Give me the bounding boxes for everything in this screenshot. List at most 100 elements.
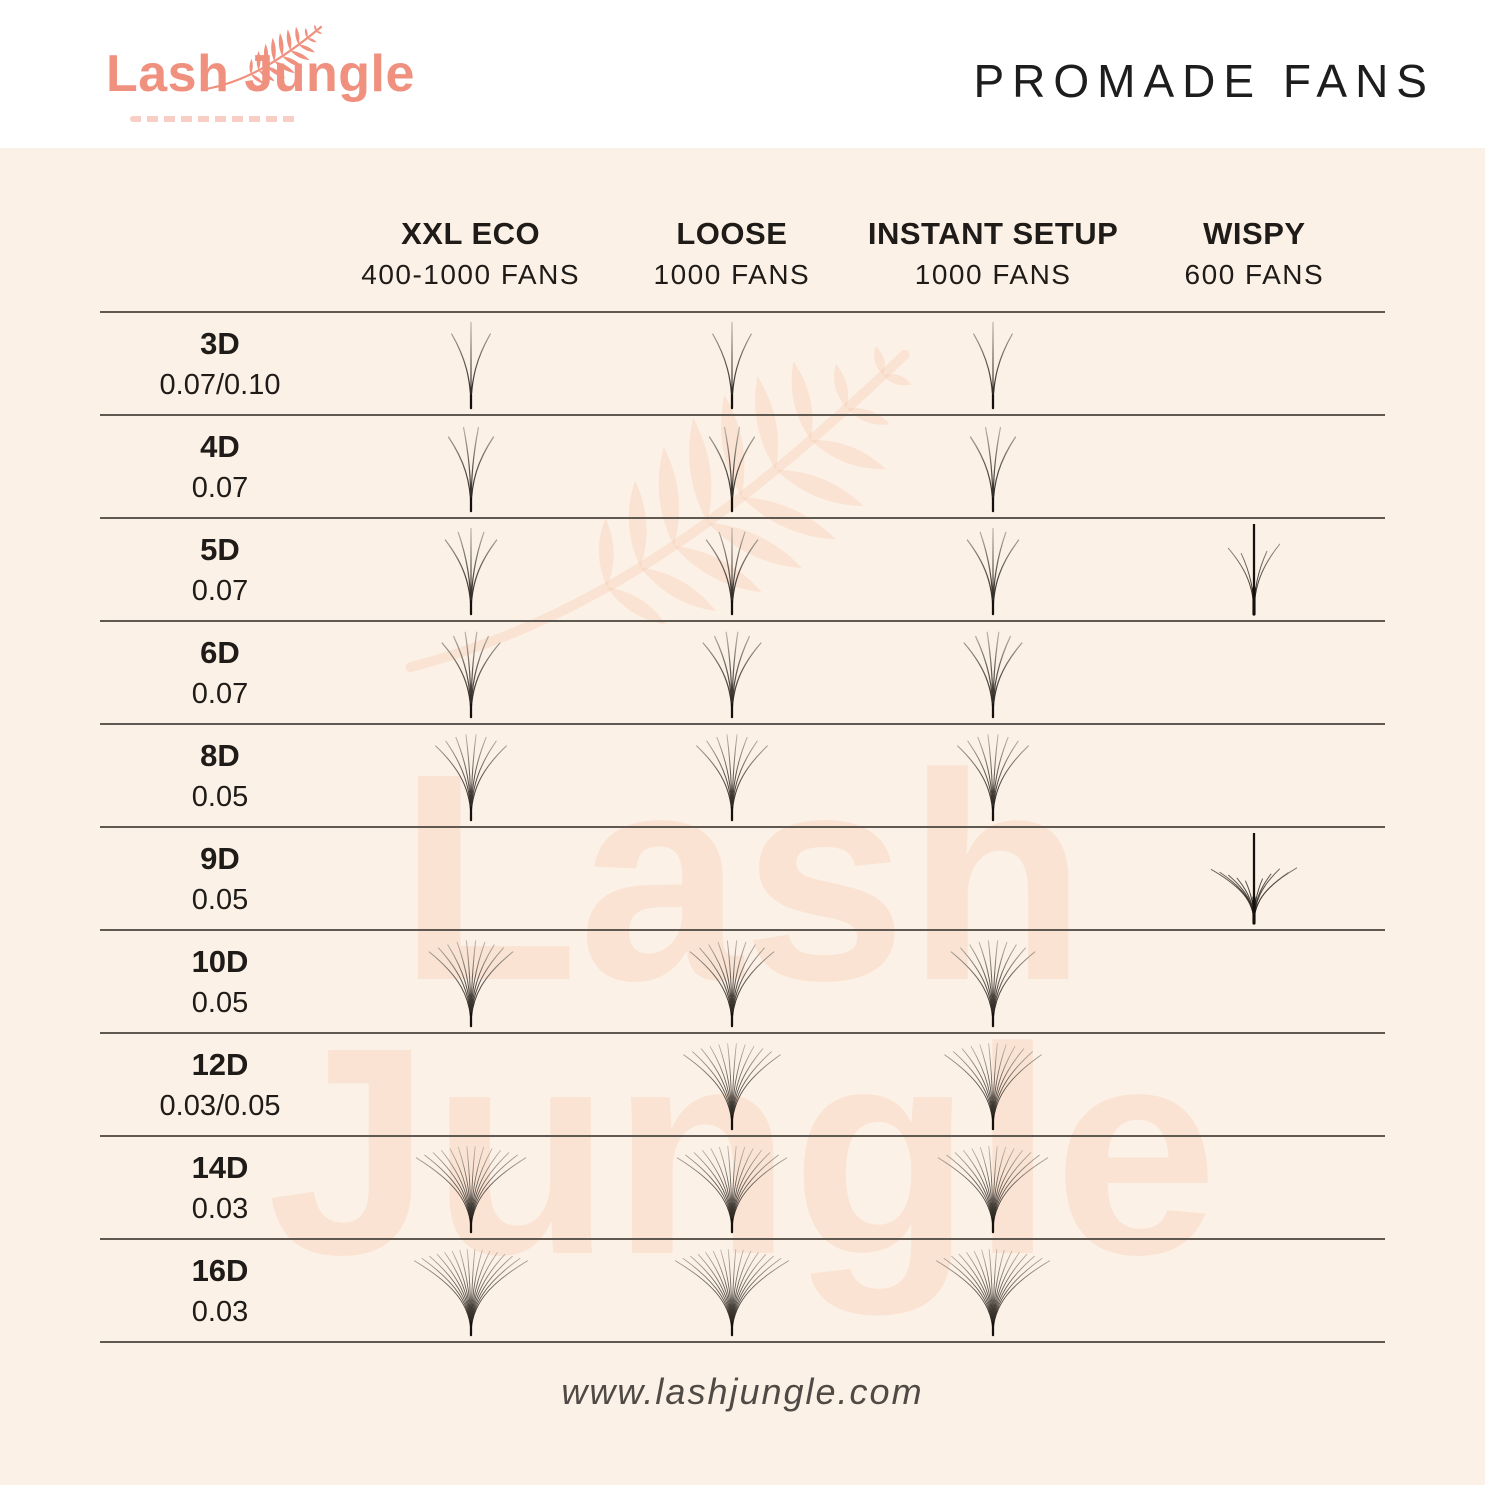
fan-cell-3d-wispy	[1124, 313, 1385, 414]
fan-cell-10d-instant-setup	[863, 931, 1124, 1032]
fan-cell-9d-instant-setup	[863, 828, 1124, 929]
fan-cell-6d-loose	[601, 622, 862, 723]
fan-cell-5d-instant-setup	[863, 519, 1124, 620]
lash-fan-illustration	[434, 734, 507, 822]
lash-fan-illustration	[447, 426, 494, 513]
lash-fan-illustration	[415, 1146, 526, 1234]
column-fan-count: 1000 FANS	[653, 259, 811, 290]
fan-cell-9d-wispy	[1124, 828, 1385, 929]
fan-cell-5d-wispy	[1124, 519, 1385, 620]
website-url: www.lashjungle.com	[561, 1371, 924, 1412]
fan-cell-6d-instant-setup	[863, 622, 1124, 723]
fan-cell-10d-wispy	[1124, 931, 1385, 1032]
row-dimension: 6D	[200, 634, 240, 670]
row-thickness: 0.07	[191, 677, 249, 710]
fan-cell-4d-wispy	[1124, 416, 1385, 517]
column-header-row: XXL ECO 400-1000 FANS LOOSE 1000 FANS IN…	[100, 216, 1385, 313]
row-dimension: 10D	[191, 943, 249, 979]
fan-cell-12d-loose	[601, 1034, 862, 1135]
lash-fan-illustration	[708, 426, 756, 513]
row-label: 16D 0.03	[100, 1240, 340, 1341]
row-label: 14D 0.03	[100, 1137, 340, 1238]
row-dimension: 14D	[191, 1149, 249, 1185]
lash-fan-illustration	[973, 321, 1014, 410]
row-thickness: 0.05	[191, 780, 249, 813]
fan-cell-10d-loose	[601, 931, 862, 1032]
table-row-16d: 16D 0.03	[100, 1240, 1385, 1343]
table-row-4d: 4D 0.07	[100, 416, 1385, 519]
row-label: 3D 0.07/0.10	[100, 313, 340, 414]
lash-fan-illustration	[413, 1249, 528, 1337]
fan-cell-14d-wispy	[1124, 1137, 1385, 1238]
row-thickness: 0.03/0.05	[159, 1089, 281, 1122]
row-label: 8D 0.05	[100, 725, 340, 826]
lash-fan-illustration	[674, 1249, 789, 1337]
fan-cell-14d-instant-setup	[863, 1137, 1124, 1238]
table-row-9d: 9D 0.05	[100, 828, 1385, 931]
table-row-3d: 3D 0.07/0.10	[100, 313, 1385, 416]
table-row-12d: 12D 0.03/0.05	[100, 1034, 1385, 1137]
row-dimension: 9D	[200, 840, 240, 876]
fan-cell-3d-loose	[601, 313, 862, 414]
page-title: PROMADE FANS	[973, 55, 1435, 107]
row-thickness: 0.03	[191, 1192, 249, 1225]
row-label: 6D 0.07	[100, 622, 340, 723]
row-dimension: 16D	[191, 1252, 249, 1288]
row-thickness: 0.03	[191, 1295, 249, 1328]
lash-fan-illustration	[936, 1249, 1051, 1337]
lash-fan-illustration	[676, 1146, 788, 1234]
column-fan-count: 400-1000 FANS	[361, 259, 580, 290]
fan-cell-12d-instant-setup	[863, 1034, 1124, 1135]
lash-fan-illustration	[689, 940, 775, 1028]
fan-cell-9d-xxl-eco	[340, 828, 601, 929]
table-row-5d: 5D 0.07	[100, 519, 1385, 622]
fan-cell-4d-instant-setup	[863, 416, 1124, 517]
lash-fan-illustration	[705, 527, 759, 616]
fan-cell-3d-xxl-eco	[340, 313, 601, 414]
table-row-10d: 10D 0.05	[100, 931, 1385, 1034]
fan-cell-5d-xxl-eco	[340, 519, 601, 620]
table-row-14d: 14D 0.03	[100, 1137, 1385, 1240]
column-fan-count: 600 FANS	[1184, 259, 1325, 290]
lash-fan-illustration	[711, 321, 752, 410]
column-header-wispy: WISPY 600 FANS	[1124, 216, 1385, 291]
column-header-loose: LOOSE 1000 FANS	[601, 216, 862, 291]
fan-comparison-table: XXL ECO 400-1000 FANS LOOSE 1000 FANS IN…	[100, 148, 1385, 1343]
lash-fan-illustration	[937, 1146, 1049, 1234]
column-name: WISPY	[1203, 216, 1306, 251]
fan-cell-16d-instant-setup	[863, 1240, 1124, 1341]
row-dimension: 8D	[200, 737, 240, 773]
lash-fan-illustration	[683, 1043, 781, 1131]
fan-cell-14d-loose	[601, 1137, 862, 1238]
row-label: 12D 0.03/0.05	[100, 1034, 340, 1135]
leaf-icon	[203, 24, 331, 98]
header: Lash Jungle PROMADE FANS	[0, 0, 1485, 148]
fan-cell-8d-instant-setup	[863, 725, 1124, 826]
fan-cell-12d-wispy	[1124, 1034, 1385, 1135]
column-name: XXL ECO	[401, 216, 541, 251]
row-label: 9D 0.05	[100, 828, 340, 929]
column-header-xxl-eco: XXL ECO 400-1000 FANS	[340, 216, 601, 291]
lash-fan-illustration	[944, 1043, 1042, 1131]
lash-fan-illustration	[444, 527, 498, 616]
fan-cell-4d-loose	[601, 416, 862, 517]
column-header-instant-setup: INSTANT SETUP 1000 FANS	[863, 216, 1124, 291]
row-label: 5D 0.07	[100, 519, 340, 620]
fan-cell-8d-loose	[601, 725, 862, 826]
fan-cell-14d-xxl-eco	[340, 1137, 601, 1238]
brand-tagline	[130, 116, 298, 122]
row-label: 10D 0.05	[100, 931, 340, 1032]
brand-logo-text: Lash Jungle	[106, 45, 415, 103]
column-fan-count: 1000 FANS	[914, 259, 1072, 290]
lash-fan-illustration	[969, 426, 1017, 513]
fan-cell-8d-xxl-eco	[340, 725, 601, 826]
fan-cell-8d-wispy	[1124, 725, 1385, 826]
lash-fan-illustration	[950, 940, 1036, 1028]
chart-sheet: Lash Jungle XXL ECO 400-1000 FANS LOOSE …	[0, 148, 1485, 1485]
row-dimension: 5D	[200, 531, 240, 567]
row-thickness: 0.07	[191, 471, 249, 504]
row-thickness: 0.07	[191, 574, 249, 607]
table-row-6d: 6D 0.07	[100, 622, 1385, 725]
lash-fan-illustration	[440, 631, 501, 719]
